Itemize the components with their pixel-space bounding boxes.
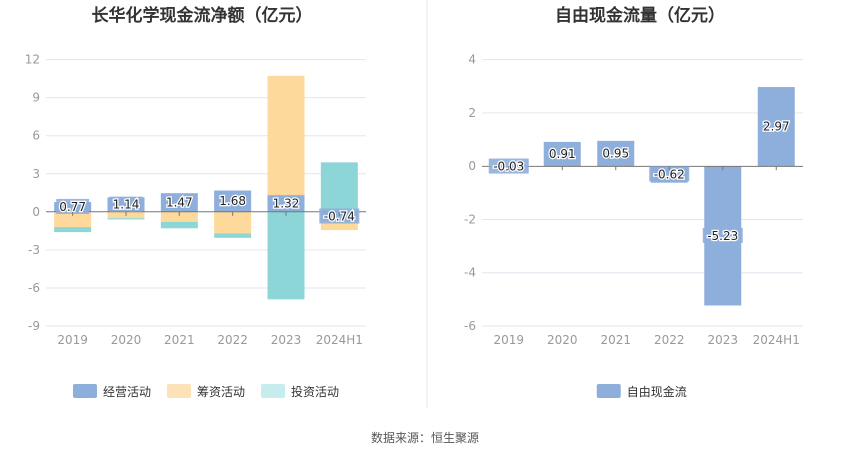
legend-label: 筹资活动: [197, 385, 245, 399]
legend: 自由现金流: [596, 384, 687, 399]
legend-label: 经营活动: [103, 385, 151, 399]
bar-筹资活动-2023: [267, 75, 305, 196]
chart-title: 自由现金流量（亿元）: [555, 5, 725, 26]
legend: 经营活动 筹资活动 投资活动: [73, 384, 339, 399]
y-tick-label: -4: [464, 266, 476, 280]
y-tick-label: 0: [468, 159, 476, 173]
legend-label: 投资活动: [291, 384, 339, 399]
y-tick-label: 0: [32, 205, 40, 219]
data-label-bg: [488, 158, 529, 174]
free-cash-flow-chart: 自由现金流量（亿元） 420-2-4-6 -0.030.91 0.95-0.62-…: [464, 5, 803, 399]
bar-筹资活动-2019: [54, 211, 92, 228]
chart-title: 长华化学现金流净额（亿元）: [92, 5, 313, 26]
bar-投资活动-2020: [107, 218, 145, 220]
bar-筹资活动-2024H1: [320, 221, 358, 231]
legend-swatch: [261, 384, 285, 398]
y-tick-label: 4: [468, 53, 476, 67]
bar-投资活动-2021: [160, 221, 198, 229]
data-label: 0.77: [59, 200, 86, 214]
data-label-bg: [269, 195, 303, 211]
x-tick-label: 2019: [57, 333, 88, 347]
data-label-bg: [162, 194, 196, 210]
data-label: 1.47: [166, 196, 193, 210]
y-tick-label: -6: [28, 281, 40, 295]
data-label: 1.68: [219, 194, 246, 208]
data-label-bg: [702, 227, 743, 243]
x-tick-label: 2022: [217, 333, 248, 347]
x-tick-label: 2023: [707, 333, 738, 347]
y-tick-label: -9: [28, 319, 40, 333]
x-tick-label: 2023: [271, 333, 302, 347]
y-axis-ticks: 12 9 6 3 0 -3 -6 -9: [25, 53, 40, 333]
bars: [54, 75, 358, 300]
data-label: 1.32: [273, 196, 300, 210]
y-tick-label: -2: [464, 212, 476, 226]
y-tick-label: 9: [32, 91, 40, 105]
x-axis-ticks: 2019 2020 2021 2022 2023 2024H1: [493, 166, 800, 347]
y-grid: [46, 59, 366, 327]
y-axis-ticks: 4 2 0 -2 -4 -6: [464, 53, 476, 333]
x-tick-label: 2021: [164, 333, 195, 347]
data-label-bg: [759, 118, 793, 134]
cash-flow-chart: 长华化学现金流净额（亿元） 12 9 6 3 0 -3 -6 -9 0.77 1.14 1.47 1…: [25, 5, 366, 399]
y-tick-label: -6: [464, 319, 476, 333]
x-tick-label: 2020: [111, 333, 142, 347]
bar-投资活动-2019: [54, 227, 92, 233]
legend-swatch: [596, 384, 621, 398]
data-labels: 0.77 1.14 1.47 1.68 1.32 -0.74: [56, 193, 360, 225]
legend-swatch: [73, 384, 97, 398]
y-tick-label: 12: [25, 53, 40, 67]
data-label: 0.95: [602, 147, 629, 161]
bar-投资活动-2023: [267, 211, 305, 300]
data-label: -0.62: [654, 167, 685, 181]
x-tick-label: 2022: [654, 333, 685, 347]
bar-筹资活动-2022: [214, 211, 252, 234]
data-label-bg: [56, 198, 90, 214]
x-axis-ticks: 2019 2020 2021 2022 2023 2024H1: [57, 211, 363, 347]
data-label-bg: [109, 196, 143, 212]
x-tick-label: 2024H1: [753, 333, 800, 347]
x-tick-label: 2021: [600, 333, 631, 347]
y-tick-label: 3: [32, 167, 40, 181]
data-label: -5.23: [707, 229, 738, 243]
y-tick-label: 2: [468, 106, 476, 120]
x-tick-label: 2024H1: [316, 333, 363, 347]
legend-swatch: [167, 384, 191, 398]
bar-投资活动-2022: [214, 233, 252, 238]
x-tick-label: 2020: [547, 333, 578, 347]
legend-label: 自由现金流: [627, 384, 687, 399]
data-label-bg: [216, 193, 250, 209]
data-label: -0.74: [324, 210, 355, 224]
y-tick-label: 6: [32, 129, 40, 143]
data-labels: -0.030.91 0.95-0.62-5.232.97: [488, 118, 793, 244]
data-label-bg: [319, 208, 360, 224]
data-label: 2.97: [763, 120, 790, 134]
data-label: 1.14: [113, 198, 140, 212]
y-tick-label: -3: [28, 243, 40, 257]
data-source: 数据来源：恒生聚源: [371, 430, 479, 445]
bar-筹资活动-2021: [160, 211, 198, 222]
bar-投资活动-2024H1: [320, 162, 358, 212]
data-label-bg: [545, 146, 579, 162]
data-label: 0.91: [549, 147, 576, 161]
x-tick-label: 2019: [493, 333, 524, 347]
data-label-bg: [599, 145, 633, 161]
y-grid: [482, 59, 803, 327]
data-label-bg: [649, 166, 690, 182]
